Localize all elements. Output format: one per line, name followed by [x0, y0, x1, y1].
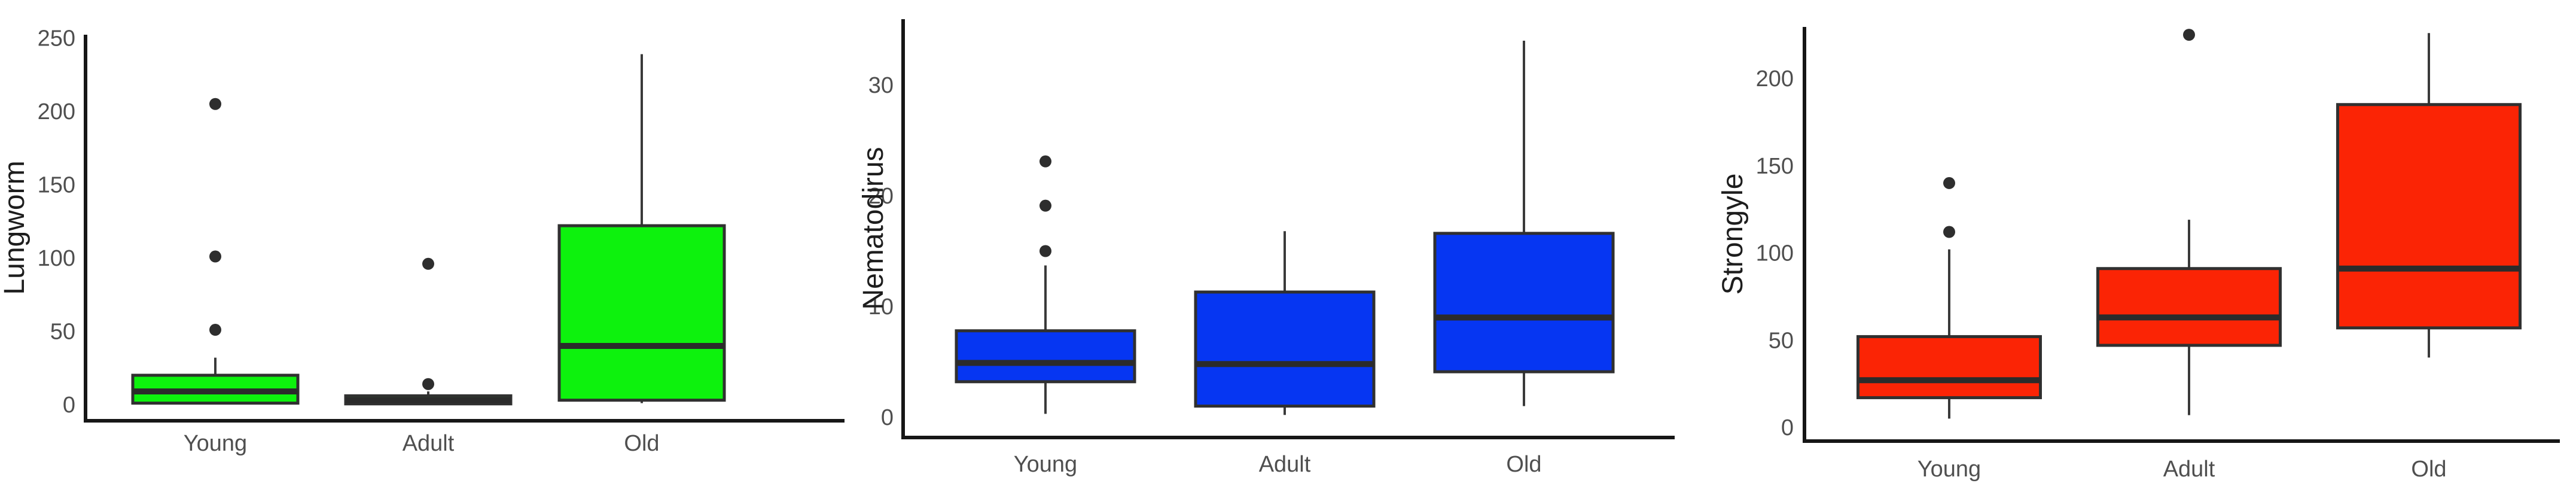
- category-label: Adult: [2163, 457, 2215, 482]
- outlier-dot: [422, 257, 434, 270]
- iqr-box: [2096, 267, 2282, 347]
- category-label: Adult: [1259, 452, 1311, 477]
- y-tick-label: 200: [38, 99, 75, 124]
- category-label: Old: [1506, 452, 1541, 477]
- category-label: Young: [184, 431, 247, 456]
- y-tick-label: 200: [1756, 66, 1794, 92]
- outlier-dot: [1039, 199, 1051, 212]
- iqr-box: [557, 224, 726, 402]
- strongyle-boxplot-chart: 0 50 100 150 200 Strongyle Young Adult Old: [1717, 27, 2560, 482]
- y-tick-label: 100: [38, 246, 75, 271]
- y-axis-title: Lungworm: [0, 160, 31, 294]
- y-axis-title: Nematodirus: [859, 147, 889, 309]
- outlier-dot: [209, 98, 221, 110]
- category-label: Adult: [403, 431, 455, 456]
- y-tick-label: 0: [1781, 415, 1794, 441]
- outlier-dot: [2183, 29, 2195, 41]
- y-tick-label: 150: [38, 173, 75, 198]
- outlier-dot: [209, 250, 221, 263]
- y-tick-label: 30: [868, 73, 894, 98]
- iqr-box: [1194, 290, 1376, 408]
- outlier-dot: [1943, 226, 1955, 238]
- y-tick-label: 0: [63, 393, 75, 418]
- y-tick-label: 150: [1756, 154, 1794, 179]
- outlier-dot: [1943, 177, 1955, 189]
- category-label: Old: [624, 431, 659, 456]
- y-tick-label: 20: [868, 184, 894, 209]
- iqr-box: [1856, 335, 2042, 399]
- y-tick-label: 50: [1769, 328, 1794, 353]
- y-tick-label: 50: [50, 320, 75, 345]
- iqr-box: [1433, 232, 1615, 373]
- iqr-box: [2336, 103, 2522, 330]
- y-tick-label: 10: [868, 294, 894, 320]
- iqr-box: [955, 329, 1136, 384]
- lungworm-boxplot-chart: 0 50 100 150 200 250 Lungworm Young Adult Old: [0, 26, 845, 456]
- category-label: Young: [1014, 452, 1077, 477]
- outlier-dot: [209, 324, 221, 336]
- y-axis-title: Strongyle: [1717, 174, 1749, 295]
- category-label: Young: [1917, 457, 1981, 482]
- y-tick-label: 0: [881, 405, 894, 430]
- nematodirus-boxplot-chart: 0 10 20 30 Nematodirus Young Adult Old: [859, 19, 1675, 477]
- category-label: Old: [2411, 457, 2446, 482]
- outlier-dot: [1039, 155, 1051, 168]
- outlier-dot: [1039, 245, 1051, 257]
- y-tick-label: 250: [38, 26, 75, 51]
- outlier-dot: [422, 378, 434, 390]
- y-tick-label: 100: [1756, 241, 1794, 266]
